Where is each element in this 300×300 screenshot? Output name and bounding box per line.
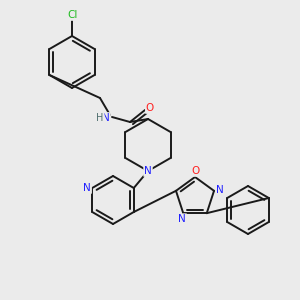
Text: O: O bbox=[146, 103, 154, 113]
Text: N: N bbox=[178, 214, 186, 224]
Text: N: N bbox=[216, 185, 224, 195]
Text: Cl: Cl bbox=[68, 10, 78, 20]
Text: O: O bbox=[191, 166, 199, 176]
Text: H: H bbox=[96, 113, 104, 123]
Text: N: N bbox=[83, 183, 91, 193]
Text: N: N bbox=[144, 166, 152, 176]
Text: N: N bbox=[102, 113, 110, 123]
